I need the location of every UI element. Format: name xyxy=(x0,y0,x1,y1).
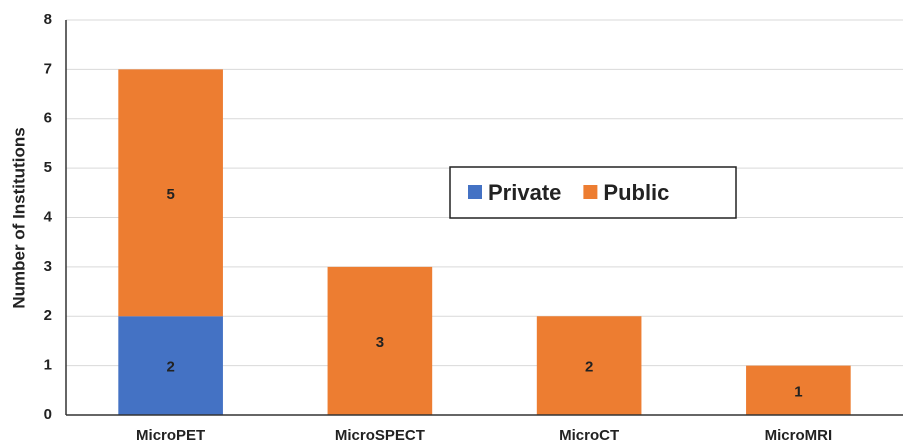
y-axis-label: Number of Institutions xyxy=(9,127,28,308)
x-tick-label: MicroSPECT xyxy=(335,427,425,444)
y-tick-label: 5 xyxy=(44,159,52,176)
legend-swatch xyxy=(468,185,482,199)
y-tick-label: 8 xyxy=(44,11,52,28)
data-label: 2 xyxy=(166,359,174,376)
y-tick-label: 7 xyxy=(44,60,52,77)
legend: Private Public xyxy=(449,166,737,219)
bar-segment xyxy=(118,316,223,415)
bar-segment xyxy=(118,69,223,317)
legend-swatch xyxy=(583,185,598,199)
y-tick-label: 2 xyxy=(44,307,52,324)
data-label: 5 xyxy=(166,186,174,203)
legend-label: Private xyxy=(488,180,561,205)
y-tick-label: 6 xyxy=(44,110,52,127)
legend-label: Public xyxy=(603,180,669,205)
x-tick-label: MicroMRI xyxy=(765,427,833,444)
x-tick-label: MicroCT xyxy=(559,427,619,444)
y-tick-label: 1 xyxy=(44,357,52,374)
data-label: 1 xyxy=(794,383,802,400)
x-tick-label: MicroPET xyxy=(136,427,205,444)
y-tick-label: 0 xyxy=(44,406,52,423)
bar-segment xyxy=(327,266,433,415)
bar-segment xyxy=(536,316,642,415)
data-label: 3 xyxy=(376,334,384,351)
data-label: 2 xyxy=(585,359,593,376)
bar-segment xyxy=(746,365,851,415)
y-tick-label: 3 xyxy=(44,258,52,275)
y-tick-label: 4 xyxy=(44,208,53,225)
